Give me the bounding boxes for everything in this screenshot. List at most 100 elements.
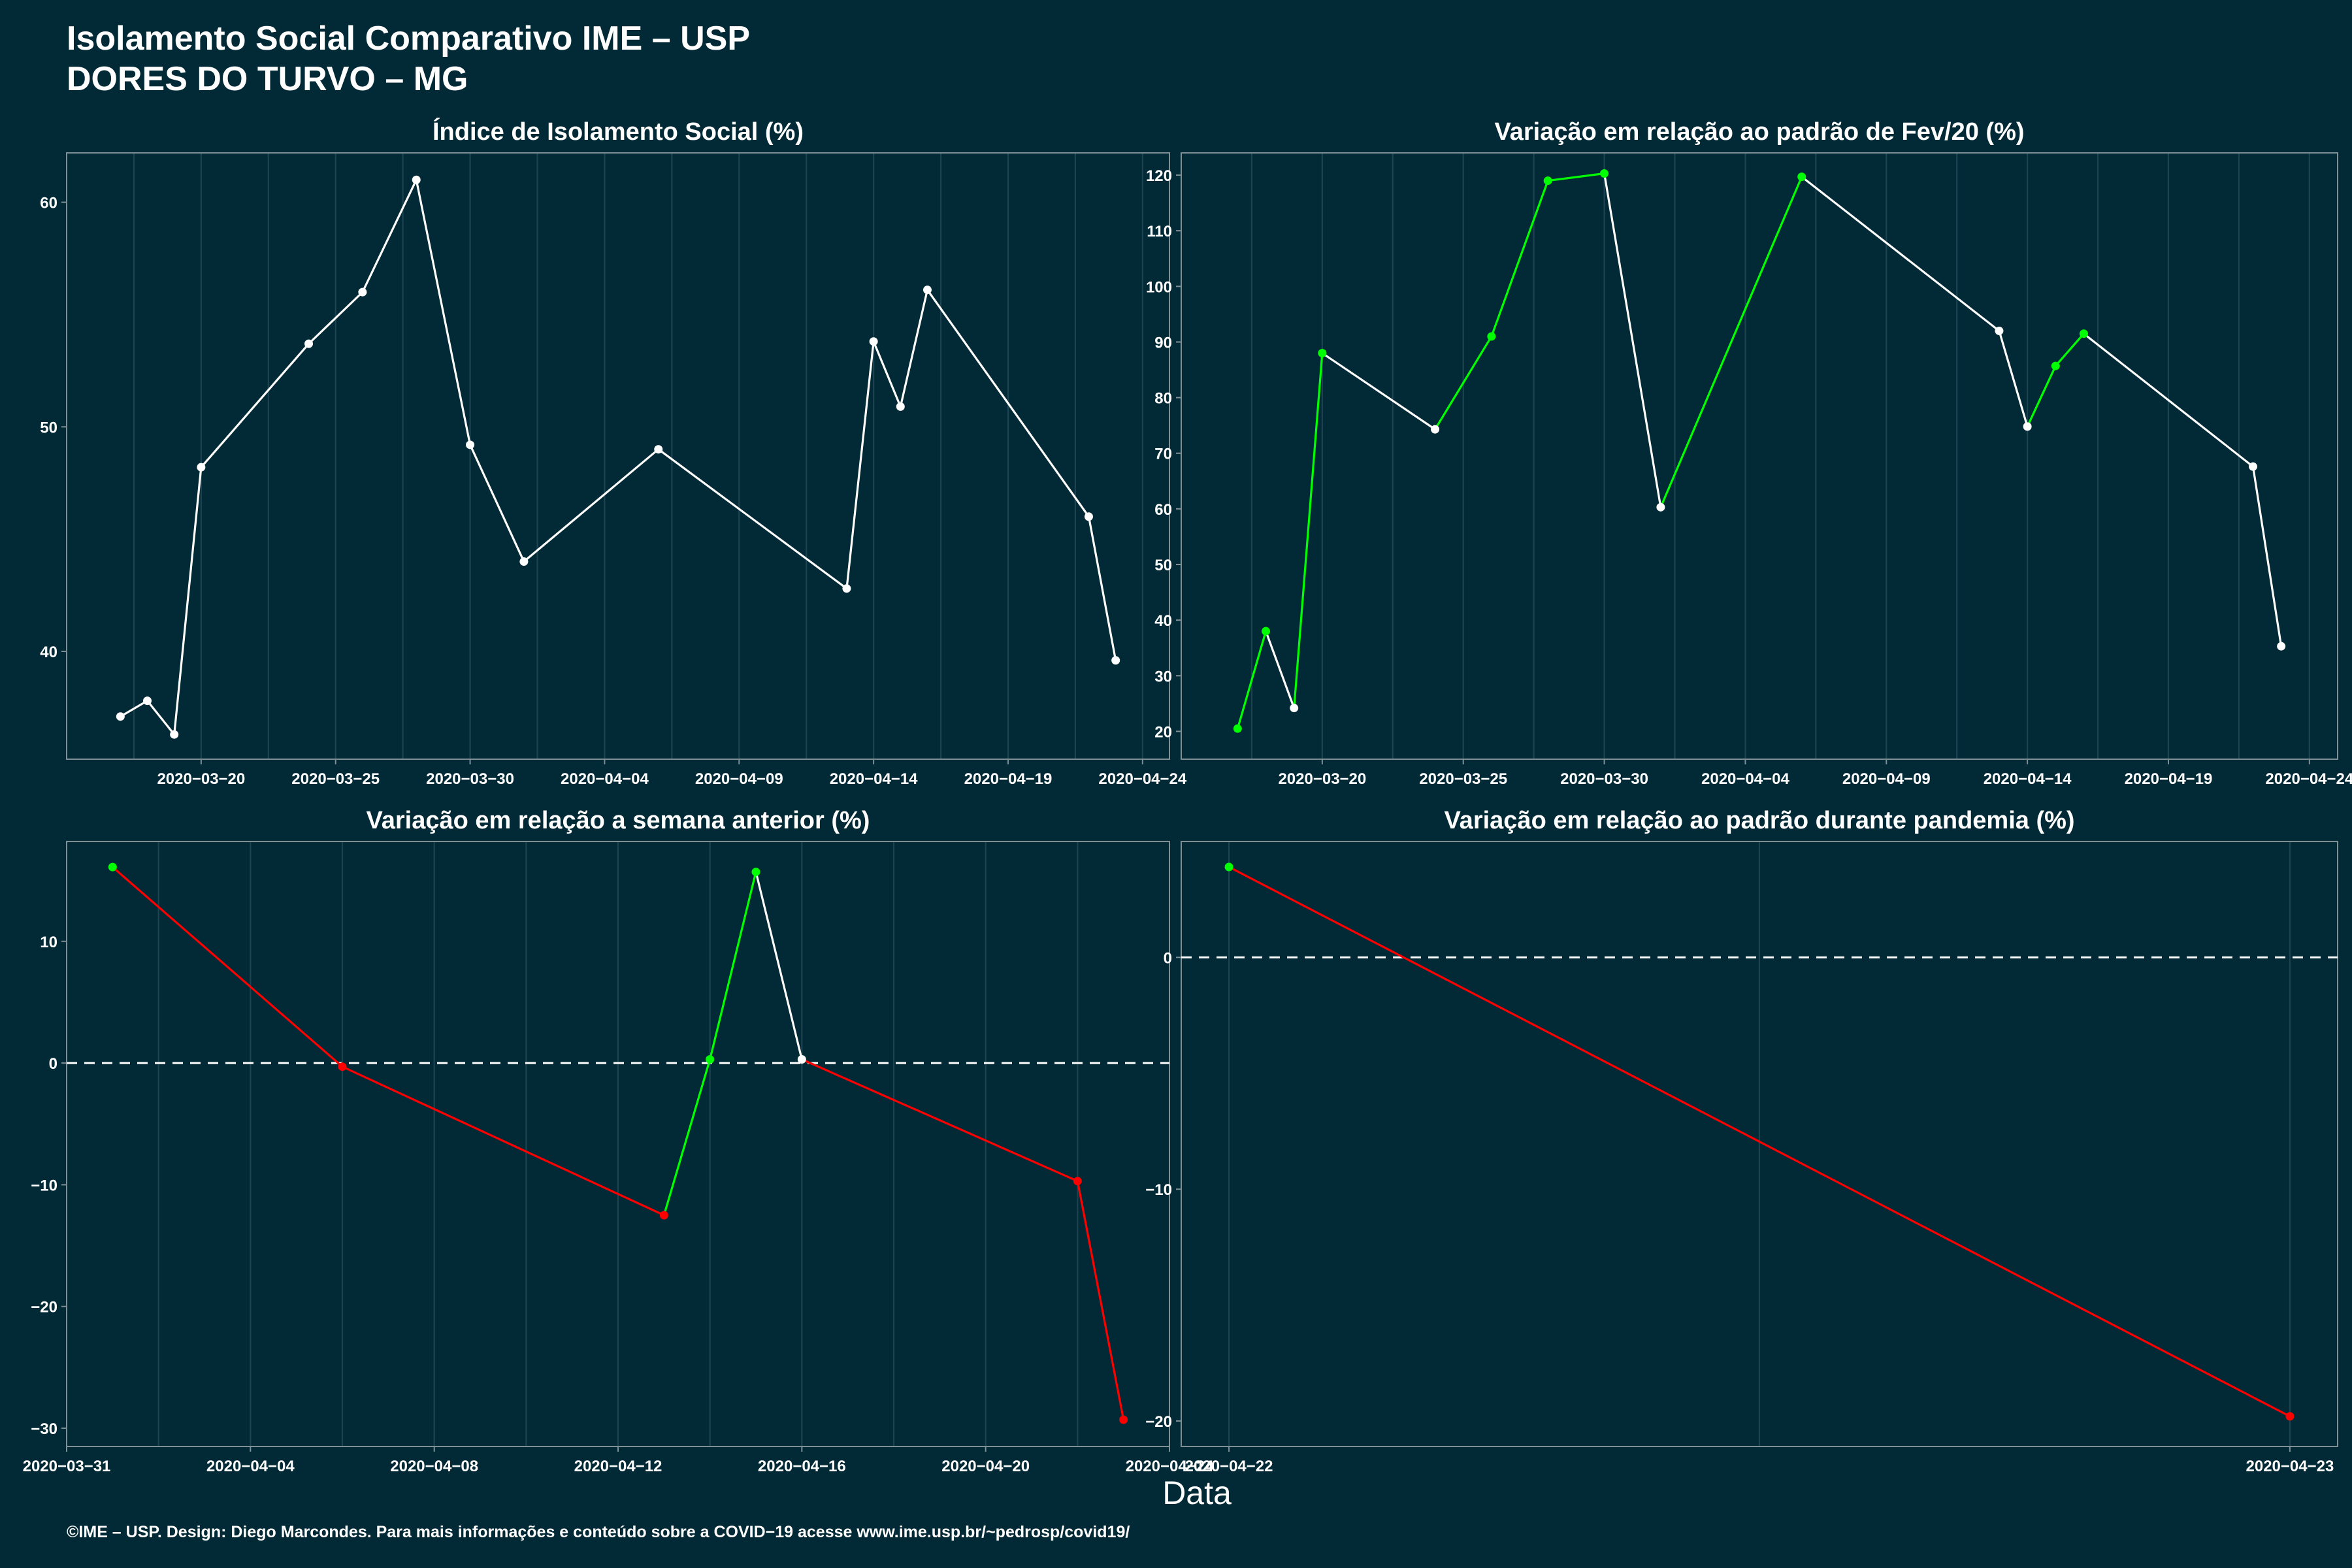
- data-point: [197, 463, 206, 472]
- series-line-segment: [2054, 333, 2085, 367]
- data-point: [108, 862, 117, 872]
- series-line-segment: [146, 700, 176, 736]
- panel-frame: [66, 152, 1170, 760]
- series-line-segment: [926, 289, 1090, 518]
- data-point: [1995, 326, 2004, 335]
- data-point: [896, 402, 905, 411]
- x-tick-label: 2020−04−09: [695, 770, 783, 788]
- y-tick-label: 40: [1154, 612, 1172, 630]
- x-tick-label: 2020−03−20: [1278, 770, 1366, 788]
- x-tick-label: 2020−04−09: [1842, 770, 1931, 788]
- x-tick-label: 2020−04−23: [2246, 1458, 2334, 1475]
- series-line-segment: [415, 178, 472, 446]
- data-point: [2277, 642, 2286, 651]
- series-line-segment: [200, 342, 310, 468]
- x-tick-label: 2020−04−22: [1185, 1458, 1273, 1475]
- x-tick-label: 2020−04−24: [1126, 1458, 1214, 1475]
- data-point: [1318, 348, 1327, 357]
- panel-frame: [1181, 152, 2338, 760]
- series-line-segment: [1603, 172, 1662, 508]
- series-line-segment: [1546, 172, 1606, 182]
- y-tick-label: 90: [1154, 334, 1172, 351]
- series-line-segment: [2251, 465, 2283, 647]
- x-tick-label: 2020−04−04: [1701, 770, 1789, 788]
- y-tick-label: 100: [1146, 278, 1172, 296]
- panel-title: Índice de Isolamento Social (%): [433, 117, 804, 146]
- y-tick-label: 50: [1154, 557, 1172, 574]
- y-tick-label: 60: [40, 195, 57, 212]
- data-point: [797, 1055, 806, 1064]
- x-tick-label: 2020−04−19: [2125, 770, 2213, 788]
- series-line-segment: [2082, 333, 2255, 468]
- series-line-segment: [1801, 176, 2001, 333]
- data-point: [2248, 462, 2257, 471]
- data-point: [2079, 329, 2088, 338]
- data-point: [2023, 422, 2032, 431]
- panel-title: Variação em relação ao padrão durante pa…: [1444, 807, 2074, 834]
- data-point: [1262, 627, 1271, 636]
- y-tick-label: 0: [49, 1055, 57, 1073]
- main-title: Isolamento Social Comparativo IME – USP …: [67, 18, 750, 99]
- series-line-segment: [1293, 351, 1324, 710]
- data-point: [654, 445, 663, 454]
- series-line-segment: [2026, 365, 2057, 428]
- y-tick-label: 0: [1164, 949, 1172, 967]
- panel-title: Variação em relação ao padrão de Fev/20 …: [1494, 118, 2024, 146]
- x-tick-label: 2020−03−30: [426, 770, 514, 788]
- series-line-segment: [1321, 351, 1437, 431]
- series-line-segment: [755, 870, 803, 1061]
- series-line-segment: [1076, 1180, 1125, 1421]
- series-line-segment: [800, 1058, 1079, 1183]
- y-tick-label: 20: [1154, 723, 1172, 741]
- series-line-segment: [523, 448, 660, 563]
- series-line-segment: [845, 340, 875, 590]
- x-tick-label: 2020−03−30: [1560, 770, 1648, 788]
- series-line-segment: [119, 700, 149, 718]
- series-line-segment: [1490, 179, 1549, 338]
- data-point: [1224, 862, 1233, 872]
- data-point: [304, 339, 314, 348]
- panel-frame: [1181, 841, 2338, 1447]
- x-tick-label: 2020−04−16: [758, 1458, 846, 1475]
- series-line-segment: [657, 448, 848, 590]
- y-tick-label: 120: [1146, 167, 1172, 185]
- series-line-segment: [899, 289, 929, 408]
- x-tick-label: 2020−04−04: [561, 770, 649, 788]
- y-tick-label: 110: [1147, 223, 1172, 240]
- panel-3: Variação em relação a semana anterior (%…: [23, 807, 1214, 1475]
- x-tick-label: 2020−04−24: [1098, 770, 1186, 788]
- series-line-segment: [111, 866, 344, 1068]
- data-point: [519, 557, 529, 566]
- data-point: [1431, 425, 1440, 434]
- panel-4: Variação em relação ao padrão durante pa…: [1145, 807, 2338, 1475]
- x-tick-label: 2020−04−04: [206, 1458, 295, 1475]
- series-line-segment: [1087, 515, 1117, 662]
- data-point: [412, 175, 421, 184]
- data-point: [143, 696, 152, 706]
- title-line-2: DORES DO TURVO – MG: [67, 60, 468, 98]
- data-point: [842, 584, 851, 593]
- panel-2: Variação em relação ao padrão de Fev/20 …: [1146, 118, 2352, 788]
- y-tick-label: 80: [1154, 390, 1172, 408]
- x-tick-label: 2020−03−25: [291, 770, 380, 788]
- x-tick-label: 2020−04−24: [2265, 770, 2352, 788]
- data-point: [751, 868, 760, 877]
- panel-title: Variação em relação a semana anterior (%…: [367, 807, 870, 834]
- data-point: [2285, 1412, 2295, 1421]
- data-point: [1290, 704, 1299, 713]
- x-tick-label: 2020−04−14: [1984, 770, 2072, 788]
- series-line-segment: [1228, 866, 2291, 1418]
- data-point: [869, 337, 878, 346]
- x-axis-label: Data: [1162, 1475, 1232, 1511]
- x-tick-label: 2020−04−19: [964, 770, 1053, 788]
- x-tick-label: 2020−03−20: [157, 770, 245, 788]
- data-point: [338, 1062, 347, 1071]
- data-point: [1233, 724, 1242, 733]
- data-point: [116, 712, 125, 721]
- data-point: [2051, 361, 2060, 370]
- data-point: [466, 440, 475, 449]
- data-point: [659, 1211, 668, 1220]
- data-point: [1119, 1415, 1128, 1424]
- data-point: [923, 286, 932, 295]
